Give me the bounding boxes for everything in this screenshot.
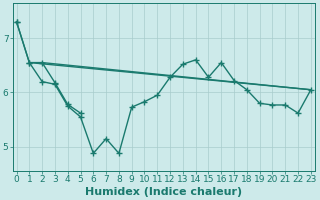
- X-axis label: Humidex (Indice chaleur): Humidex (Indice chaleur): [85, 187, 242, 197]
